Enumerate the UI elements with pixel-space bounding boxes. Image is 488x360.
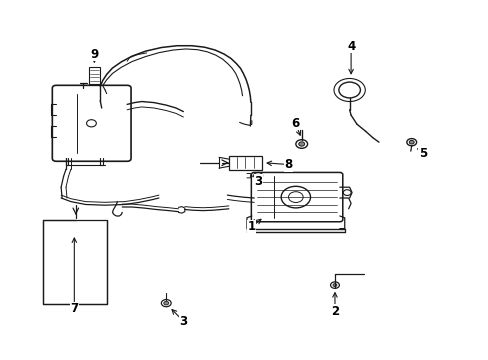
Bar xyxy=(228,156,262,170)
Text: 3: 3 xyxy=(254,175,262,188)
FancyBboxPatch shape xyxy=(52,85,131,161)
FancyBboxPatch shape xyxy=(251,172,342,222)
Text: 9: 9 xyxy=(90,48,98,60)
Text: 5: 5 xyxy=(418,147,426,159)
Text: 2: 2 xyxy=(330,305,338,318)
Circle shape xyxy=(332,284,336,287)
Text: 7: 7 xyxy=(70,302,78,315)
Text: 3: 3 xyxy=(179,315,187,328)
Text: 1: 1 xyxy=(247,220,255,233)
Text: 4: 4 xyxy=(346,40,354,53)
Bar xyxy=(43,220,106,304)
Circle shape xyxy=(338,82,360,98)
Circle shape xyxy=(298,142,304,146)
Text: 8: 8 xyxy=(284,158,292,171)
Text: 6: 6 xyxy=(291,117,299,130)
Bar xyxy=(89,67,100,84)
Circle shape xyxy=(163,301,168,305)
Circle shape xyxy=(408,140,413,144)
